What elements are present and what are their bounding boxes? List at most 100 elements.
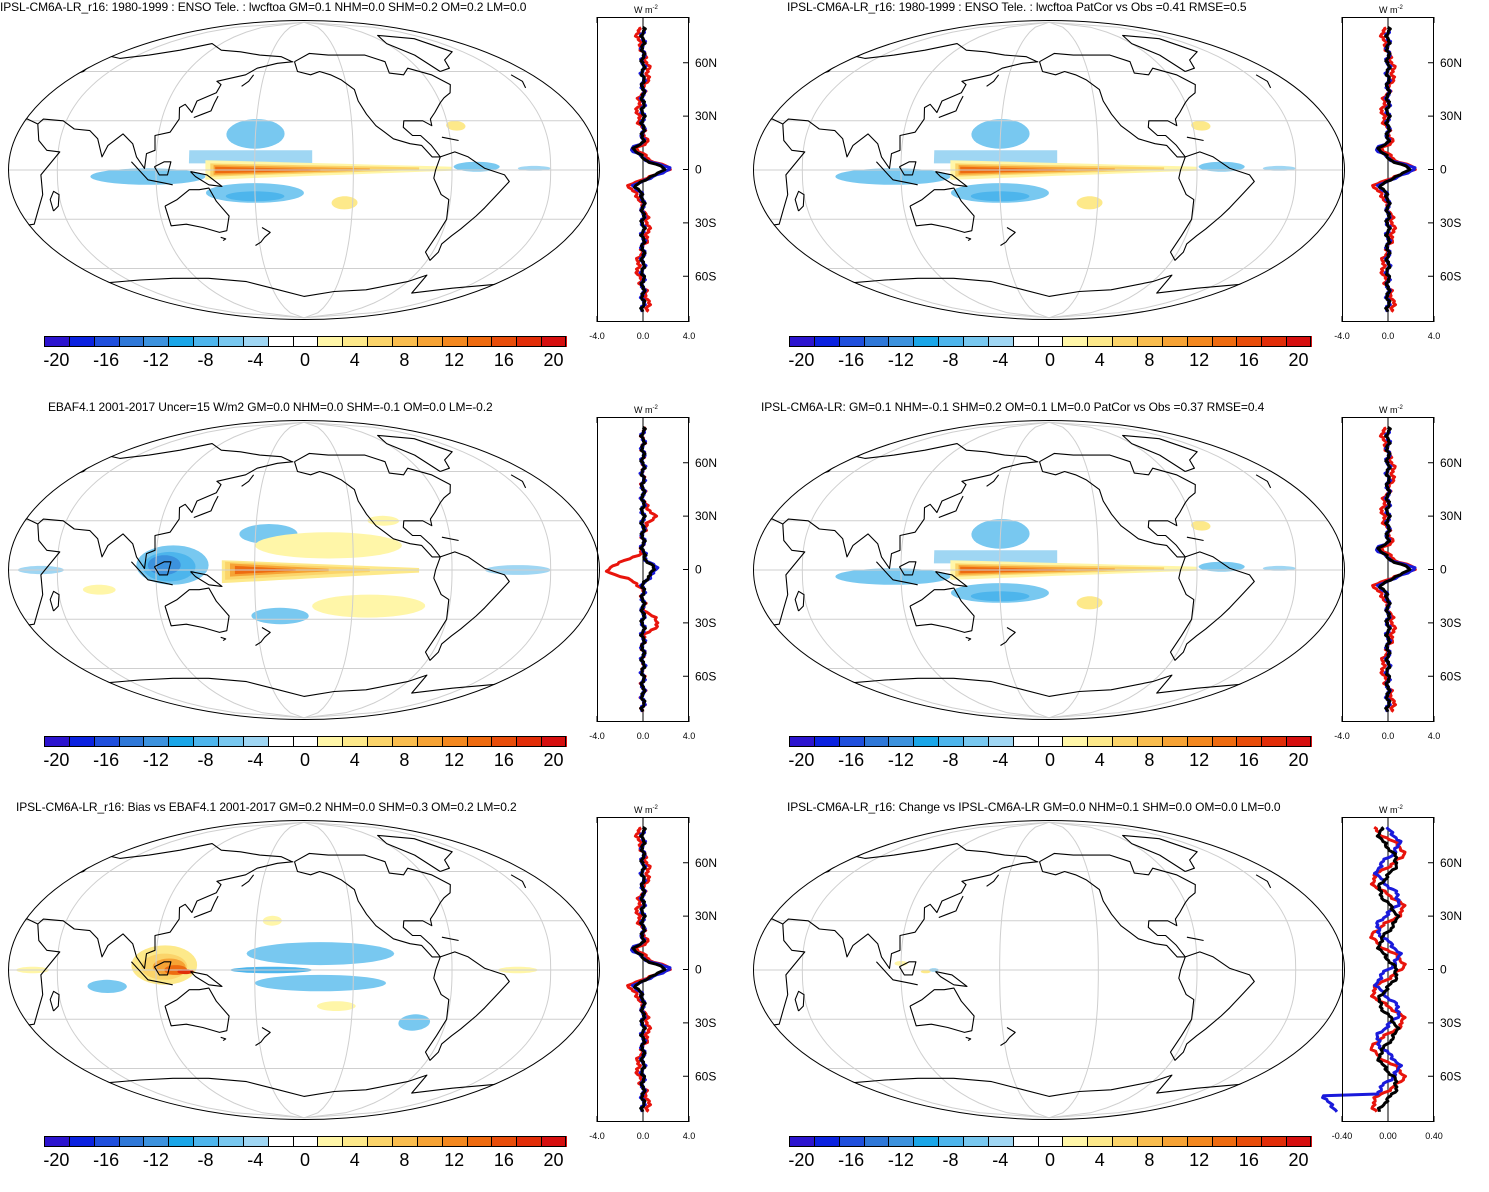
anomaly-shading — [188, 150, 313, 164]
colorbar-swatch — [118, 1136, 145, 1147]
colorbar-label: -4 — [992, 350, 1009, 370]
colorbar-label: -4 — [247, 1150, 264, 1170]
colorbar-swatch — [516, 336, 543, 347]
colorbar-swatch — [1037, 1136, 1064, 1147]
colorbar-label: -16 — [838, 750, 865, 770]
colorbar-swatch — [987, 736, 1014, 747]
profile-tick-label: -0.40 — [1332, 1131, 1353, 1141]
profile-tick-label: -4.0 — [1334, 731, 1350, 741]
units-exponent: -2 — [1397, 805, 1403, 811]
colorbar-label: -20 — [788, 1150, 815, 1170]
profile-tick-label: 0.0 — [1382, 331, 1395, 341]
world-map — [753, 820, 1345, 1120]
colorbar-swatch — [466, 1136, 493, 1147]
profile-tick-label: -4.0 — [589, 1131, 605, 1141]
colorbar-swatch — [1261, 736, 1288, 747]
latitude-label: 60S — [695, 669, 716, 683]
colorbar-swatch — [317, 336, 344, 347]
colorbar-label: -12 — [887, 750, 914, 770]
profile-mean-line — [1375, 826, 1401, 1112]
anomaly-shading — [446, 120, 466, 131]
units-text: W m — [1379, 5, 1398, 15]
colorbar-swatch — [143, 736, 170, 747]
colorbar-swatch — [813, 736, 840, 747]
colorbar-label: 20 — [543, 1150, 564, 1170]
colorbar-swatch — [541, 736, 567, 747]
colorbar-swatch — [44, 336, 70, 347]
profile-mean-line — [639, 425, 656, 713]
latitude-label: 0 — [1440, 563, 1447, 577]
colorbar-label: -4 — [247, 750, 264, 770]
anomaly-shading — [254, 974, 387, 992]
world-map — [8, 420, 600, 720]
anomaly-shading — [90, 168, 206, 185]
units-exponent: -2 — [652, 405, 658, 411]
world-map — [753, 20, 1345, 320]
anomaly-shading — [251, 607, 309, 625]
colorbar-swatch — [1062, 1136, 1089, 1147]
profile-member-line — [604, 426, 660, 713]
profile-tick-label: 0.0 — [637, 731, 650, 741]
latitude-label: 30N — [695, 109, 717, 123]
anomaly-shading — [147, 555, 181, 575]
colorbar-swatch — [963, 336, 989, 347]
anomaly-shading — [331, 196, 358, 210]
colorbar-label: 8 — [399, 1150, 410, 1170]
latitude-label: 0 — [1440, 163, 1447, 177]
colorbar-swatch — [541, 336, 567, 347]
units-exponent: -2 — [652, 805, 658, 811]
colorbar-swatch — [541, 1136, 567, 1147]
colorbar-swatch — [392, 1136, 418, 1147]
colorbar-swatch — [1137, 736, 1163, 747]
colorbar-swatch — [1161, 336, 1188, 347]
units-text: W m — [634, 805, 653, 815]
colorbar-label: -12 — [887, 350, 914, 370]
anomaly-shading — [1076, 596, 1103, 610]
colorbar-label: 4 — [1094, 1150, 1105, 1170]
colorbar-swatch — [267, 736, 294, 747]
colorbar-label: -20 — [43, 750, 70, 770]
colorbar-swatch — [789, 1136, 815, 1147]
panel-1: IPSL-CM6A-LR_r16: 1980-1999 : ENSO Tele.… — [0, 0, 744, 392]
colorbar-swatch — [317, 736, 344, 747]
colorbar-swatch — [1012, 736, 1039, 747]
colorbar-swatch — [1037, 336, 1064, 347]
units-text: W m — [1379, 405, 1398, 415]
anomaly-shading — [920, 970, 931, 974]
colorbar-swatch — [392, 736, 418, 747]
units-label: W m-2 — [1379, 805, 1403, 815]
colorbar-swatch — [242, 1136, 269, 1147]
colorbar-swatch — [963, 1136, 989, 1147]
colorbar-label: 20 — [1288, 350, 1309, 370]
colorbar-swatch — [1161, 736, 1188, 747]
units-text: W m — [1379, 805, 1398, 815]
anomaly-shading — [82, 584, 116, 595]
colorbar-label: 16 — [1238, 1150, 1259, 1170]
latitude-label: 30N — [1440, 109, 1462, 123]
colorbar-swatch — [1186, 1136, 1213, 1147]
colorbar-swatch — [1137, 336, 1163, 347]
colorbar-label: 12 — [444, 350, 465, 370]
colorbar-swatch — [789, 336, 815, 347]
anomaly-shading — [87, 979, 127, 993]
latitude-label: 0 — [1440, 963, 1447, 977]
colorbar-swatch — [441, 336, 468, 347]
colorbar-swatch — [342, 336, 369, 347]
units-exponent: -2 — [652, 5, 658, 11]
colorbar-swatch — [987, 336, 1014, 347]
colorbar-swatch — [292, 736, 319, 747]
colorbar-swatch — [913, 736, 940, 747]
colorbar-swatch — [1236, 736, 1263, 747]
colorbar-swatch — [491, 1136, 518, 1147]
latitude-label: 60S — [695, 269, 716, 283]
colorbar-label: 4 — [349, 350, 360, 370]
colorbar-swatch — [938, 736, 964, 747]
anomaly-shading — [255, 532, 402, 559]
units-exponent: -2 — [1397, 405, 1403, 411]
colorbar-swatch — [1236, 336, 1263, 347]
colorbar-swatch — [218, 336, 244, 347]
colorbar-label: -12 — [142, 350, 169, 370]
colorbar-label: -16 — [838, 350, 865, 370]
latitude-label: 60N — [695, 56, 717, 70]
colorbar-swatch — [292, 1136, 319, 1147]
